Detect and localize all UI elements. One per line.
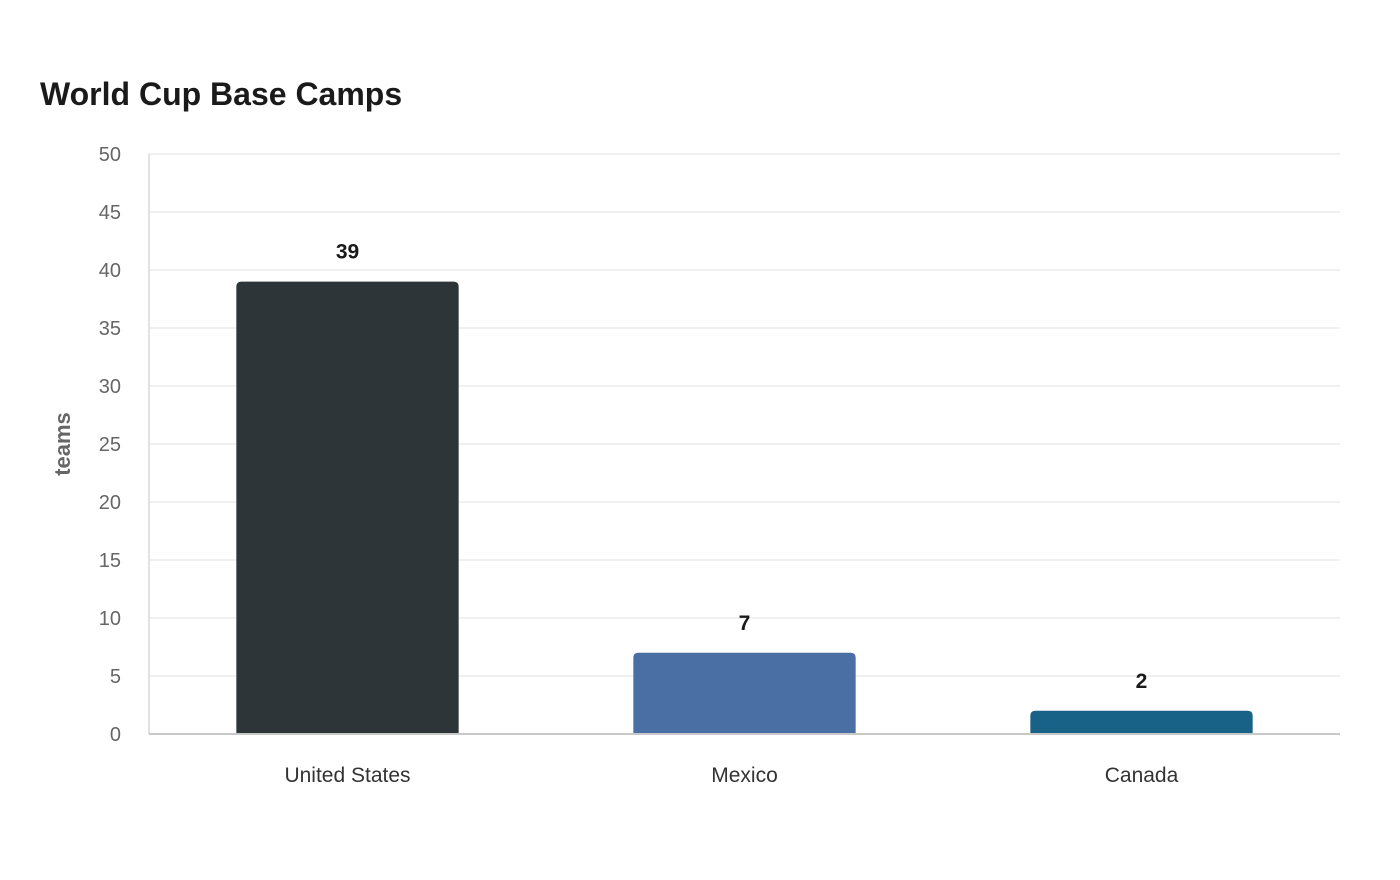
bars	[236, 281, 1253, 734]
chart-title: World Cup Base Camps	[40, 76, 403, 112]
x-axis-categories: United States Mexico Canada	[284, 764, 1178, 787]
x-category-label: United States	[284, 764, 410, 787]
y-tick-label: 5	[110, 666, 121, 688]
y-tick-label: 10	[99, 608, 121, 630]
y-tick-label: 0	[110, 724, 121, 746]
y-tick-label: 45	[99, 202, 121, 224]
data-labels: 39 7 2	[336, 241, 1148, 693]
bar-mexico[interactable]	[633, 652, 856, 734]
y-tick-label: 30	[99, 376, 121, 398]
data-label: 39	[336, 241, 359, 264]
y-tick-label: 20	[99, 492, 121, 514]
bar-united-states[interactable]	[236, 281, 459, 734]
x-category-label: Mexico	[711, 764, 778, 787]
data-label: 2	[1136, 670, 1148, 693]
y-tick-label: 25	[99, 434, 121, 456]
bar-canada[interactable]	[1030, 710, 1253, 734]
data-label: 7	[739, 612, 751, 635]
x-category-label: Canada	[1105, 764, 1179, 787]
y-tick-label: 35	[99, 318, 121, 340]
y-axis-title: teams	[50, 412, 75, 476]
y-tick-label: 15	[99, 550, 121, 572]
y-tick-label: 40	[99, 260, 121, 282]
y-axis-ticks: 0 5 10 15 20 25 30 35 40 45 50	[99, 144, 121, 746]
y-tick-label: 50	[99, 144, 121, 166]
